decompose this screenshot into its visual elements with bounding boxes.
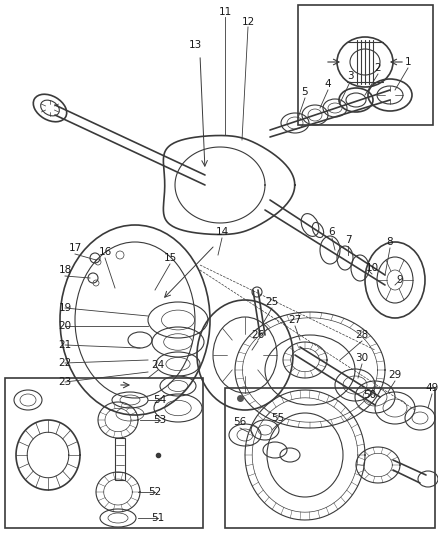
Text: 19: 19 [58,303,72,313]
Text: 50: 50 [364,390,377,400]
Text: 20: 20 [58,321,71,331]
Text: 16: 16 [99,247,112,257]
Text: 11: 11 [219,7,232,17]
Text: 55: 55 [272,413,285,423]
Text: 1: 1 [405,57,411,67]
Text: 53: 53 [153,415,166,425]
Text: 13: 13 [188,40,201,50]
Text: 28: 28 [355,330,369,340]
Text: 26: 26 [251,330,265,340]
Text: 14: 14 [215,227,229,237]
Text: 51: 51 [152,513,165,523]
Text: 25: 25 [265,297,279,307]
Text: 24: 24 [152,360,165,370]
Text: 52: 52 [148,487,162,497]
Text: 18: 18 [58,265,72,275]
Text: 23: 23 [58,377,72,387]
Text: 6: 6 [328,227,336,237]
Text: 29: 29 [389,370,402,380]
Text: 8: 8 [387,237,393,247]
Text: 4: 4 [325,79,331,89]
Text: 54: 54 [153,395,166,405]
Text: 9: 9 [397,275,403,285]
Text: 30: 30 [356,353,368,363]
Text: 12: 12 [241,17,254,27]
Text: 15: 15 [163,253,177,263]
Text: 21: 21 [58,340,72,350]
Text: 2: 2 [374,63,381,73]
Text: 17: 17 [68,243,81,253]
Text: 56: 56 [233,417,247,427]
Text: 3: 3 [347,71,353,81]
Bar [5,378,203,528]
Text: 27: 27 [288,315,302,325]
Text: 7: 7 [345,235,351,245]
Bar [115,438,125,480]
Text: 10: 10 [365,263,378,273]
Bar [225,388,435,528]
Text: 5: 5 [302,87,308,97]
Text: 22: 22 [58,358,72,368]
Text: 49: 49 [425,383,438,393]
Bar [298,5,433,125]
